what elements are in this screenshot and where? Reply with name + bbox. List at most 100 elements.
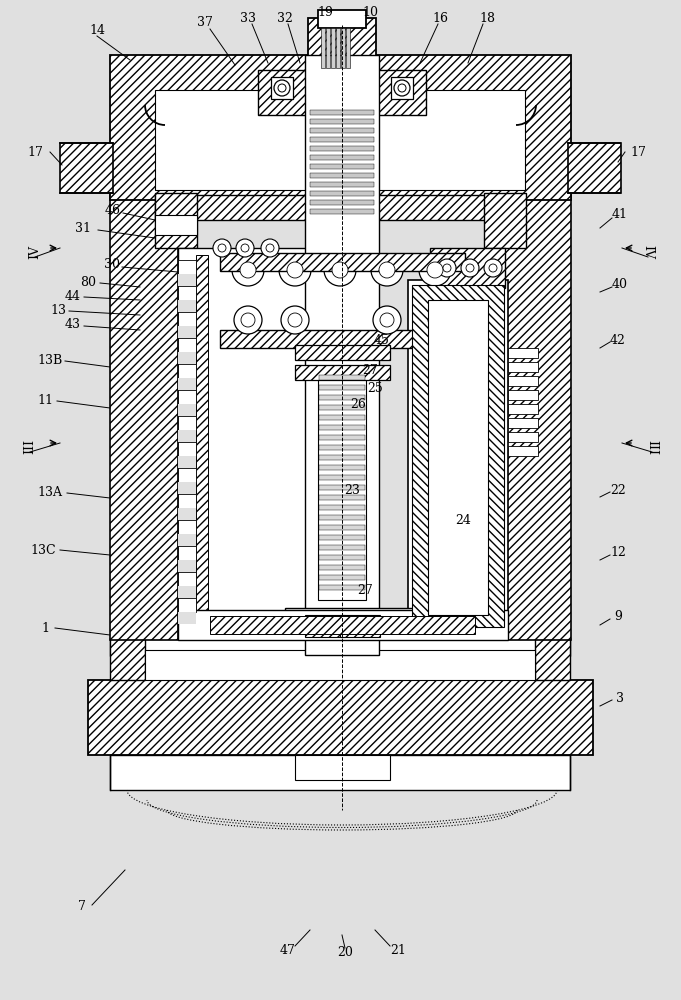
Bar: [305, 615, 345, 637]
Bar: [308, 18, 376, 70]
Circle shape: [266, 244, 274, 252]
Bar: [310, 155, 374, 160]
Text: IV: IV: [29, 245, 42, 259]
Bar: [178, 416, 196, 430]
Bar: [319, 515, 365, 520]
Bar: [331, 28, 335, 68]
Bar: [568, 143, 621, 193]
Text: 31: 31: [75, 222, 91, 234]
Bar: [310, 164, 374, 169]
Bar: [178, 494, 196, 508]
Bar: [319, 565, 365, 570]
Text: 10: 10: [362, 5, 378, 18]
Text: 30: 30: [104, 258, 120, 271]
Bar: [408, 280, 508, 630]
Bar: [178, 378, 196, 390]
Text: 3: 3: [616, 692, 624, 704]
Text: 27: 27: [357, 584, 373, 596]
Bar: [178, 352, 196, 364]
Bar: [319, 535, 365, 540]
Text: 19: 19: [317, 5, 333, 18]
Circle shape: [489, 264, 497, 272]
Bar: [60, 143, 113, 193]
Bar: [508, 376, 538, 386]
Bar: [484, 193, 526, 248]
Bar: [220, 330, 465, 348]
Bar: [178, 534, 196, 546]
Text: 32: 32: [277, 11, 293, 24]
Text: 46: 46: [105, 204, 121, 217]
Bar: [305, 55, 379, 655]
Bar: [178, 508, 196, 520]
Circle shape: [232, 254, 264, 286]
Bar: [178, 572, 196, 586]
Bar: [412, 285, 504, 627]
Circle shape: [394, 80, 410, 96]
Bar: [178, 286, 196, 300]
Circle shape: [332, 262, 348, 278]
Bar: [319, 475, 365, 480]
Bar: [310, 182, 374, 187]
Bar: [428, 300, 488, 615]
Bar: [178, 520, 196, 534]
Text: 20: 20: [337, 946, 353, 960]
Bar: [319, 545, 365, 550]
Bar: [391, 77, 413, 99]
Bar: [318, 10, 366, 28]
Bar: [155, 195, 525, 220]
Text: 13B: 13B: [37, 354, 63, 366]
Text: 13A: 13A: [37, 487, 63, 499]
Bar: [508, 390, 538, 400]
Bar: [310, 173, 374, 178]
Bar: [178, 442, 196, 456]
Circle shape: [241, 244, 249, 252]
Circle shape: [218, 244, 226, 252]
Bar: [178, 312, 196, 326]
Bar: [178, 598, 196, 612]
Bar: [155, 215, 197, 235]
Bar: [319, 485, 365, 490]
Bar: [341, 28, 345, 68]
Bar: [178, 612, 196, 624]
Bar: [178, 326, 196, 338]
Text: 12: 12: [610, 546, 626, 560]
Circle shape: [443, 264, 451, 272]
Bar: [508, 446, 538, 456]
Circle shape: [379, 262, 395, 278]
Text: IV: IV: [642, 245, 654, 259]
Bar: [178, 482, 196, 494]
Bar: [285, 608, 440, 638]
Bar: [295, 345, 390, 360]
Text: 17: 17: [630, 145, 646, 158]
Text: 33: 33: [240, 11, 256, 24]
Bar: [295, 755, 390, 780]
Circle shape: [484, 259, 502, 277]
Bar: [178, 546, 196, 560]
Circle shape: [261, 239, 279, 257]
Circle shape: [466, 264, 474, 272]
Bar: [295, 365, 390, 380]
Circle shape: [438, 259, 456, 277]
Bar: [220, 253, 465, 271]
Bar: [319, 575, 365, 580]
Text: 37: 37: [197, 16, 213, 29]
Circle shape: [324, 254, 356, 286]
Text: 44: 44: [65, 290, 81, 302]
Circle shape: [371, 254, 403, 286]
Circle shape: [428, 313, 442, 327]
Circle shape: [240, 262, 256, 278]
Text: 25: 25: [367, 381, 383, 394]
Circle shape: [279, 254, 311, 286]
Bar: [271, 77, 293, 99]
Bar: [508, 418, 538, 428]
Bar: [319, 465, 365, 470]
Bar: [145, 650, 535, 680]
Text: 24: 24: [455, 514, 471, 526]
Bar: [178, 610, 508, 640]
Circle shape: [274, 80, 290, 96]
Bar: [155, 90, 525, 190]
Circle shape: [373, 306, 401, 334]
Bar: [508, 404, 538, 414]
Bar: [110, 55, 571, 200]
Bar: [319, 455, 365, 460]
